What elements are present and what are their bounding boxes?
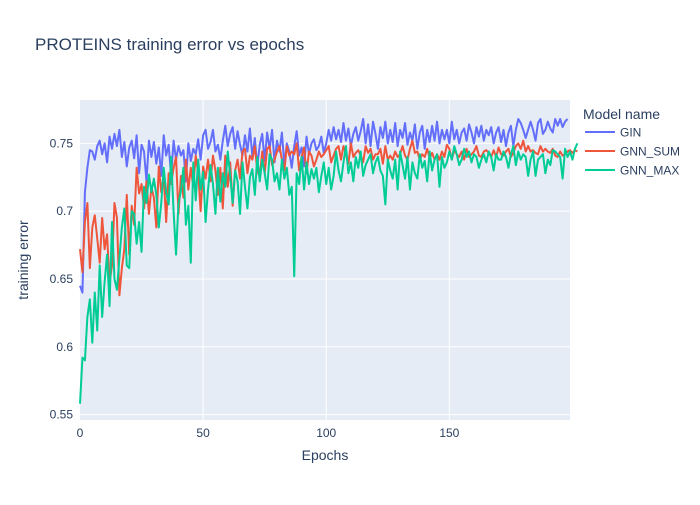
legend-label-gnn-max: GNN_MAX: [620, 164, 679, 178]
x-tick-label: 50: [196, 426, 210, 440]
legend-label-gin: GIN: [620, 126, 641, 140]
series-line-gnn-max: [79, 142, 579, 404]
y-tick-label: 0.75: [50, 136, 74, 150]
legend: Model name GIN GNN_SUM GNN_MAX: [583, 106, 680, 178]
y-axis-ticks: 0.55 0.6 0.65 0.7 0.75: [50, 136, 74, 421]
x-axis-ticks: 0 50 100 150: [77, 426, 460, 440]
x-tick-label: 0: [77, 426, 84, 440]
legend-title: Model name: [583, 106, 660, 122]
x-tick-label: 100: [316, 426, 336, 440]
chart-title: PROTEINS training error vs epochs: [35, 35, 304, 54]
x-tick-label: 150: [439, 426, 459, 440]
x-axis-label: Epochs: [302, 447, 349, 463]
y-axis-label: training error: [15, 220, 31, 300]
y-tick-label: 0.65: [50, 272, 74, 286]
y-tick-label: 0.55: [50, 408, 74, 422]
legend-item-gnn-sum[interactable]: GNN_SUM: [585, 145, 680, 159]
legend-item-gnn-max[interactable]: GNN_MAX: [585, 164, 679, 178]
y-tick-label: 0.6: [56, 340, 73, 354]
legend-label-gnn-sum: GNN_SUM: [620, 145, 680, 159]
series-lines: [79, 117, 579, 404]
legend-item-gin[interactable]: GIN: [585, 126, 641, 140]
y-tick-label: 0.7: [56, 204, 73, 218]
gridlines: [80, 100, 570, 420]
